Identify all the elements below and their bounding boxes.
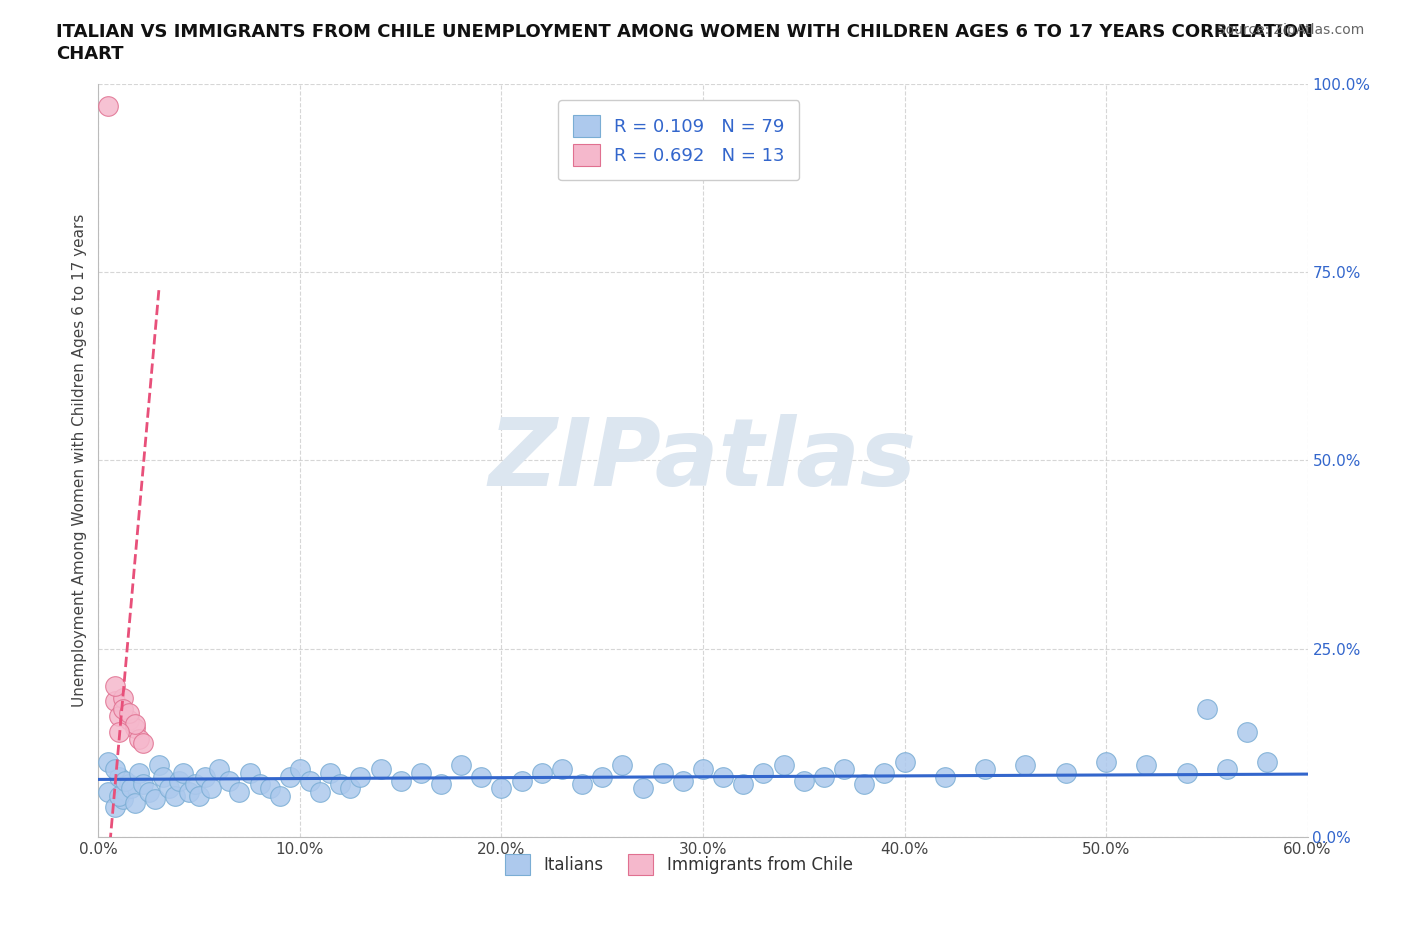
Point	[299, 773, 322, 788]
Point	[97, 784, 120, 799]
Point	[259, 780, 281, 795]
Point	[107, 709, 129, 724]
Point	[184, 777, 207, 791]
Point	[1256, 754, 1278, 769]
Point	[651, 765, 673, 780]
Point	[530, 765, 553, 780]
Point	[873, 765, 896, 780]
Point	[200, 780, 222, 795]
Point	[132, 777, 155, 791]
Point	[239, 765, 262, 780]
Point	[813, 769, 835, 784]
Point	[349, 769, 371, 784]
Point	[103, 762, 125, 777]
Point	[591, 769, 613, 784]
Point	[269, 788, 291, 803]
Point	[218, 773, 240, 788]
Point	[97, 754, 120, 769]
Point	[832, 762, 855, 777]
Y-axis label: Unemployment Among Women with Children Ages 6 to 17 years: Unemployment Among Women with Children A…	[72, 214, 87, 707]
Point	[551, 762, 574, 777]
Point	[107, 724, 129, 739]
Text: ZIPatlas: ZIPatlas	[489, 415, 917, 506]
Point	[793, 773, 815, 788]
Point	[733, 777, 755, 791]
Point	[124, 717, 146, 732]
Point	[124, 721, 146, 736]
Point	[319, 765, 342, 780]
Point	[128, 732, 150, 747]
Point	[510, 773, 533, 788]
Point	[288, 762, 311, 777]
Point	[118, 777, 141, 791]
Point	[103, 800, 125, 815]
Point	[103, 679, 125, 694]
Point	[172, 765, 194, 780]
Point	[157, 780, 180, 795]
Point	[612, 758, 634, 773]
Text: Source: ZipAtlas.com: Source: ZipAtlas.com	[1216, 23, 1364, 37]
Point	[111, 701, 134, 716]
Point	[450, 758, 472, 773]
Point	[111, 792, 134, 807]
Point	[934, 769, 956, 784]
Point	[194, 769, 217, 784]
Point	[430, 777, 453, 791]
Point	[124, 796, 146, 811]
Point	[118, 712, 141, 727]
Point	[853, 777, 876, 791]
Point	[631, 780, 654, 795]
Point	[1135, 758, 1157, 773]
Point	[1195, 701, 1218, 716]
Point	[167, 773, 190, 788]
Text: CHART: CHART	[56, 45, 124, 62]
Point	[1175, 765, 1198, 780]
Point	[249, 777, 271, 791]
Text: ITALIAN VS IMMIGRANTS FROM CHILE UNEMPLOYMENT AMONG WOMEN WITH CHILDREN AGES 6 T: ITALIAN VS IMMIGRANTS FROM CHILE UNEMPLO…	[56, 23, 1313, 41]
Point	[370, 762, 392, 777]
Point	[409, 765, 432, 780]
Point	[107, 788, 129, 803]
Point	[143, 792, 166, 807]
Point	[309, 784, 332, 799]
Point	[132, 736, 155, 751]
Point	[118, 705, 141, 720]
Point	[339, 780, 361, 795]
Point	[672, 773, 695, 788]
Point	[179, 784, 201, 799]
Point	[571, 777, 593, 791]
Point	[974, 762, 997, 777]
Point	[208, 762, 231, 777]
Point	[893, 754, 915, 769]
Point	[491, 780, 513, 795]
Point	[107, 769, 129, 784]
Point	[114, 773, 136, 788]
Point	[1216, 762, 1239, 777]
Point	[152, 769, 174, 784]
Point	[752, 765, 775, 780]
Point	[1054, 765, 1077, 780]
Point	[128, 765, 150, 780]
Point	[389, 773, 412, 788]
Point	[692, 762, 714, 777]
Point	[138, 784, 160, 799]
Point	[278, 769, 301, 784]
Point	[1095, 754, 1118, 769]
Point	[772, 758, 794, 773]
Point	[103, 694, 125, 709]
Point	[711, 769, 734, 784]
Point	[1014, 758, 1036, 773]
Point	[163, 788, 186, 803]
Point	[97, 99, 120, 113]
Point	[188, 788, 211, 803]
Legend: Italians, Immigrants from Chile: Italians, Immigrants from Chile	[498, 848, 859, 882]
Point	[148, 758, 170, 773]
Point	[470, 769, 492, 784]
Point	[120, 780, 142, 795]
Point	[1236, 724, 1258, 739]
Point	[228, 784, 250, 799]
Point	[329, 777, 352, 791]
Point	[111, 690, 134, 705]
